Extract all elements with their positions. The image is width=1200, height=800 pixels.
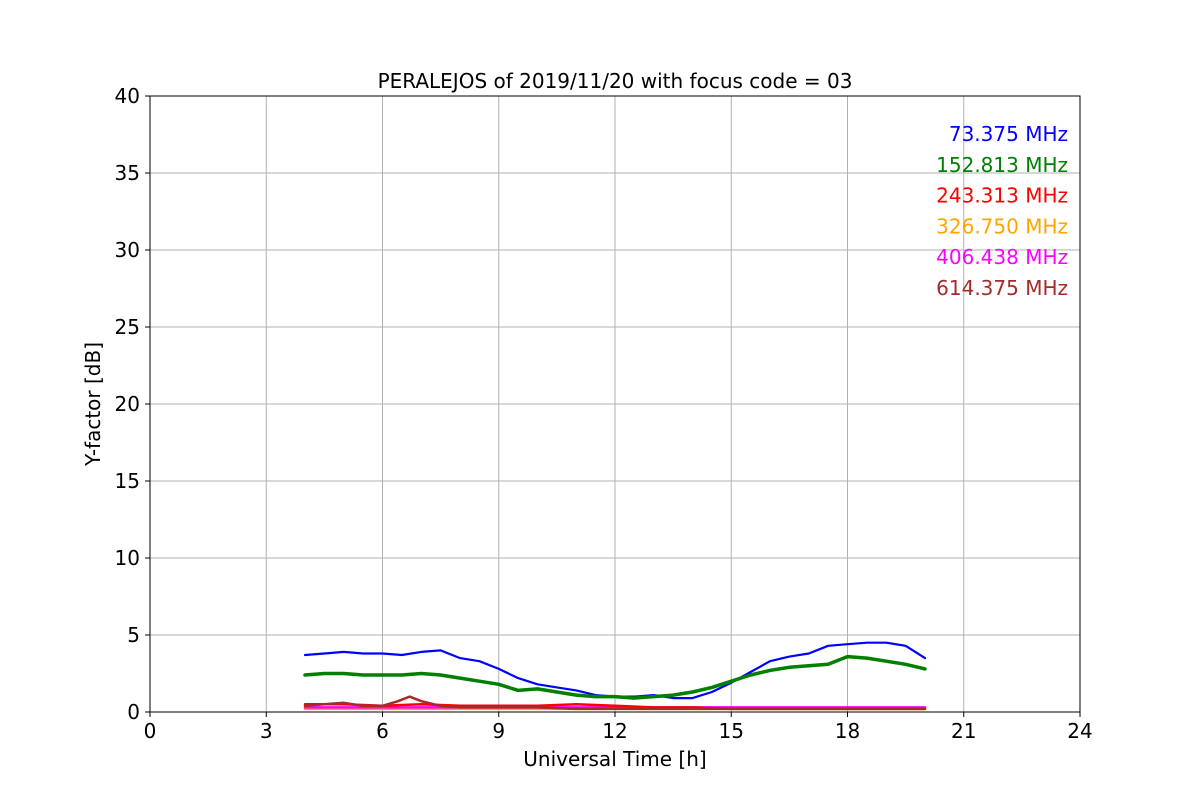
x-axis-label: Universal Time [h]	[523, 747, 706, 771]
y-tick-label: 0	[127, 700, 140, 724]
legend: 73.375 MHz 152.813 MHz 243.313 MHz 326.750 …	[936, 122, 1068, 300]
y-tick-label: 30	[115, 238, 140, 262]
x-tick-label: 3	[260, 719, 273, 743]
y-tick-label: 35	[115, 161, 140, 185]
y-tick-label: 25	[115, 315, 140, 339]
series-layer	[303, 641, 927, 711]
x-tick-label: 21	[951, 719, 976, 743]
x-tick-label: 15	[719, 719, 744, 743]
y-tick-label: 20	[115, 392, 140, 416]
x-tick-label: 12	[602, 719, 627, 743]
legend-entry: 614.375 MHz	[936, 276, 1068, 300]
legend-entry: 152.813 MHz	[936, 153, 1068, 177]
y-axis-label: Y-factor [dB]	[81, 342, 105, 467]
y-tick-label: 15	[115, 469, 140, 493]
x-tick-label: 18	[835, 719, 860, 743]
legend-entry: 406.438 MHz	[936, 245, 1068, 269]
x-tick-label: 6	[376, 719, 389, 743]
chart-title: PERALEJOS of 2019/11/20 with focus code …	[378, 69, 853, 93]
y-tick-label: 5	[127, 623, 140, 647]
series-line-1	[303, 654, 927, 700]
legend-entry: 326.750 MHz	[936, 214, 1068, 238]
series-line-5	[303, 695, 927, 711]
x-tick-label: 9	[492, 719, 505, 743]
legend-entry: 243.313 MHz	[936, 184, 1068, 208]
x-tick-label: 24	[1067, 719, 1092, 743]
x-axis: 0 3 6 9 12 15 18 21 24	[144, 712, 1093, 743]
legend-entry: 73.375 MHz	[949, 122, 1068, 146]
y-axis: 0 5 10 15 20 25 30 35 40	[115, 84, 150, 724]
y-tick-label: 40	[115, 84, 140, 108]
x-tick-label: 0	[144, 719, 157, 743]
y-tick-label: 10	[115, 546, 140, 570]
